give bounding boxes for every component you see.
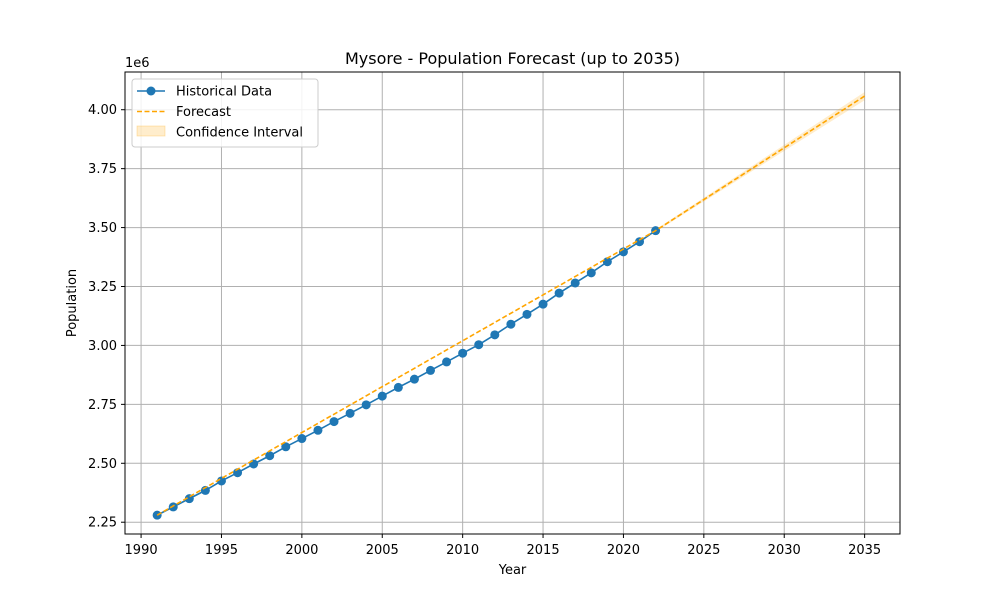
forecast-line	[156, 95, 866, 516]
historical-point	[490, 330, 500, 340]
historical-point	[554, 288, 564, 298]
historical-point	[249, 459, 259, 469]
historical-point	[313, 425, 323, 435]
legend-box	[131, 78, 319, 148]
historical-point	[586, 268, 596, 278]
historical-point	[265, 451, 275, 461]
y-offset-text: 1e6	[125, 56, 150, 71]
y-tick-label: 3.25	[88, 280, 117, 295]
historical-point	[570, 278, 580, 288]
historical-point	[442, 357, 452, 367]
series-layer	[152, 95, 866, 520]
x-tick-label: 2025	[687, 543, 720, 558]
historical-point	[377, 391, 387, 401]
plot-area	[125, 72, 900, 534]
y-tick-label: 2.75	[88, 398, 117, 413]
legend: Historical Data Forecast Confidence Inte…	[131, 78, 319, 148]
historical-point	[635, 237, 645, 247]
x-tick-label: 2010	[446, 543, 479, 558]
x-tick-label: 2005	[366, 543, 399, 558]
grid-layer	[125, 72, 900, 534]
historical-point	[506, 319, 516, 329]
x-axis-title: Year	[498, 563, 527, 578]
historical-point	[168, 502, 178, 512]
x-tick-label: 2030	[768, 543, 801, 558]
confidence-interval-band	[655, 92, 865, 232]
x-tick-label: 2035	[848, 543, 881, 558]
historical-point	[538, 299, 548, 309]
historical-point	[458, 348, 468, 358]
historical-point	[425, 365, 435, 375]
y-tick-label: 4.00	[88, 103, 117, 118]
historical-point	[297, 434, 307, 444]
x-tick-label: 2015	[527, 543, 560, 558]
historical-point	[216, 476, 226, 486]
legend-historical-label: Historical Data	[176, 85, 272, 100]
chart-title: Mysore - Population Forecast (up to 2035…	[345, 49, 680, 68]
historical-point	[409, 374, 419, 384]
historical-point	[393, 382, 403, 392]
confidence-band-layer	[655, 92, 865, 232]
y-tick-label: 2.50	[88, 457, 117, 472]
x-tick-label: 2020	[607, 543, 640, 558]
x-tick-label: 1995	[205, 543, 238, 558]
plot-frame	[124, 71, 901, 535]
x-tick-label: 2000	[285, 543, 318, 558]
legend-historical-marker	[146, 86, 156, 96]
historical-point	[474, 340, 484, 350]
y-axis-title: Population	[65, 269, 80, 337]
legend-confidence-label: Confidence Interval	[176, 126, 303, 141]
historical-point	[361, 400, 371, 410]
historical-point	[281, 442, 291, 452]
historical-point	[329, 417, 339, 427]
y-tick-label: 3.75	[88, 162, 117, 177]
historical-point	[602, 257, 612, 267]
legend-forecast-label: Forecast	[176, 105, 231, 120]
legend-confidence-swatch	[136, 125, 166, 137]
historical-point	[522, 309, 532, 319]
tick-layer: 1990 1995 2000 2005 2010 2015 2020 2025 2030 2035…	[88, 103, 881, 558]
x-tick-label: 1990	[125, 543, 158, 558]
y-tick-label: 3.00	[88, 339, 117, 354]
y-tick-label: 3.50	[88, 221, 117, 236]
historical-point	[345, 408, 355, 418]
y-tick-label: 2.25	[88, 516, 117, 531]
